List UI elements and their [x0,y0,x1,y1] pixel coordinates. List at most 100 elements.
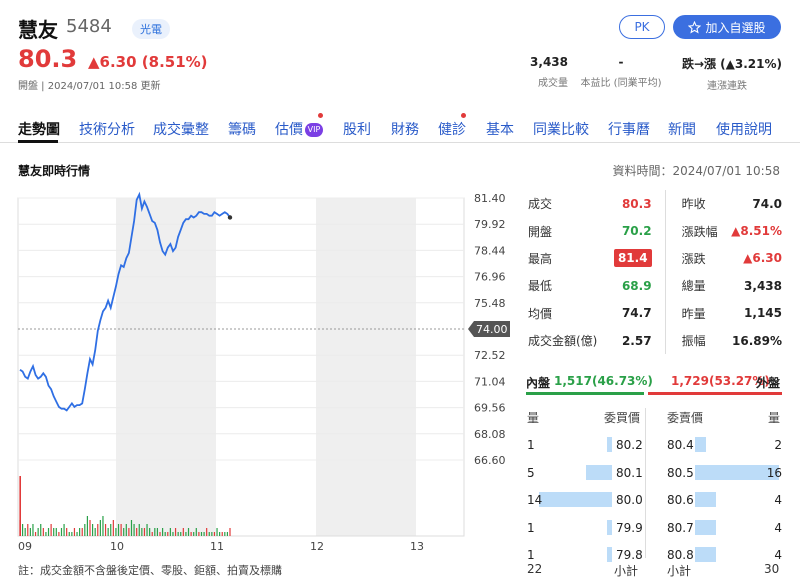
notification-dot [461,113,466,118]
tab-trend[interactable]: 走勢圖 [18,122,60,138]
volume-bar [146,524,148,536]
quote-label: 昨收 [681,197,706,212]
volume-bar [19,476,21,536]
ask-row[interactable]: 80.5 16 [666,462,782,486]
stat-value: - [618,55,624,69]
volume-bar [42,528,44,536]
tab-calendar[interactable]: 行事曆 [608,122,650,138]
volume-bar [187,528,190,536]
volume-bar [112,520,114,536]
volume-bar [193,532,195,536]
volume-bar [58,532,60,536]
volume-bar [73,528,76,536]
tab-basic[interactable]: 基本 [486,122,514,138]
ask-volume-bar [695,547,716,562]
bid-volume-bar [606,519,612,535]
volume-bar [164,532,166,536]
data-time: 資料時間：2024/07/01 10:58 [612,164,780,178]
quote-spacer [666,327,680,354]
volume-bar [71,532,73,536]
quote-value: 74.7 [608,300,652,327]
tab-valuation[interactable]: 估價 VIP [275,119,323,139]
volume-bar [185,532,187,536]
quote-value-text: 2.57 [621,333,652,348]
volume-bar [172,532,174,536]
volume-bar [174,528,177,536]
volume-bar [206,528,208,536]
tab-finance[interactable]: 財務 [391,122,419,138]
volume-bar [86,516,89,536]
quote-row: 開盤 70.2 漲跌幅 ▲8.51% [526,217,782,245]
tab-news[interactable]: 新聞 [668,122,696,138]
stat-streak: 跌→漲 (▲3.21%) 連漲連跌 [672,55,782,92]
volume-bar [47,528,50,536]
tab-health[interactable]: 健診 [438,122,466,138]
y-tick-label: 81.40 [474,192,506,205]
bid-row[interactable]: 1 80.2 [526,434,643,458]
price-change: ▲6.30 (8.51%) [88,53,208,71]
tab-help[interactable]: 使用說明 [716,122,772,138]
volume-bar [128,528,130,536]
y-tick-label: 66.60 [474,454,506,467]
ask-row[interactable]: 80.8 4 [666,544,782,568]
tab-dividend[interactable]: 股利 [343,122,371,138]
tab-technical[interactable]: 技術分析 [79,122,135,138]
volume-bar [53,528,55,536]
ask-row[interactable]: 80.6 4 [666,489,782,513]
stock-name: 慧友 [18,18,58,42]
bid-qty: 1 [527,520,535,535]
stat-label: 連漲連跌 [707,81,747,92]
volume-bar [161,528,164,536]
ask-volume-bar [695,437,706,452]
bid-volume-bar [606,547,612,562]
industry-tag[interactable]: 光電 [132,19,170,39]
ask-price: 80.5 [667,465,694,480]
tab-chips[interactable]: 籌碼 [228,122,256,138]
current-price: 80.3 [18,45,78,73]
quote-spacer [666,300,680,327]
volume-bar [84,524,86,536]
tab-trade-summary[interactable]: 成交彙整 [153,122,209,138]
outside-label: 外盤 [756,376,781,390]
tab-peer-compare[interactable]: 同業比較 [533,122,589,138]
volume-bar [55,528,57,536]
volume-bar [37,528,39,536]
volume-bar [66,528,68,536]
bid-row[interactable]: 1 79.9 [526,517,643,541]
bid-price: 79.8 [616,548,643,562]
volume-bar [130,520,133,536]
bid-price: 80.0 [616,493,643,507]
volume-bar [224,532,226,536]
add-watchlist-button[interactable]: 加入自選股 [673,15,781,39]
quote-divider [651,326,667,355]
volume-bar [133,524,135,536]
quote-label: 振幅 [681,334,706,349]
bid-qty: 14 [527,493,543,507]
quote-value: ▲6.30 [743,251,782,266]
ask-total-label: 小計 [667,564,692,578]
quote-value: ▲8.51% [731,224,782,239]
quote-value-text: 68.9 [621,278,652,293]
volume-bar [182,528,184,536]
ask-row[interactable]: 80.7 4 [666,517,782,541]
reference-price-label: 74.00 [476,323,508,336]
ask-row[interactable]: 80.4 2 [666,434,782,458]
tab-valuation-label: 估價 [275,122,303,138]
quote-value: 74.0 [752,196,782,211]
ob-header-ask-qty: 量 [768,411,781,425]
bid-row[interactable]: 14 80.0 [526,489,643,513]
bid-price: 80.1 [616,465,643,480]
bid-qty: 5 [527,465,535,480]
volume-bar [198,532,200,536]
volume-bar [89,520,91,536]
bid-row[interactable]: 5 80.1 [526,462,643,486]
y-tick-label: 69.56 [474,402,506,415]
intraday-chart[interactable]: 81.40 79.92 78.44 76.96 75.48 72.52 71.04 69.56… [0,188,520,558]
bid-row[interactable]: 1 79.8 [526,544,643,568]
volume-bar [102,516,104,536]
volume-bar [94,528,96,536]
update-meta: 開盤 | 2024/07/01 10:58 更新 [18,81,161,92]
pk-button[interactable]: PK [619,15,665,39]
volume-bar [63,524,65,536]
star-icon [688,20,702,33]
